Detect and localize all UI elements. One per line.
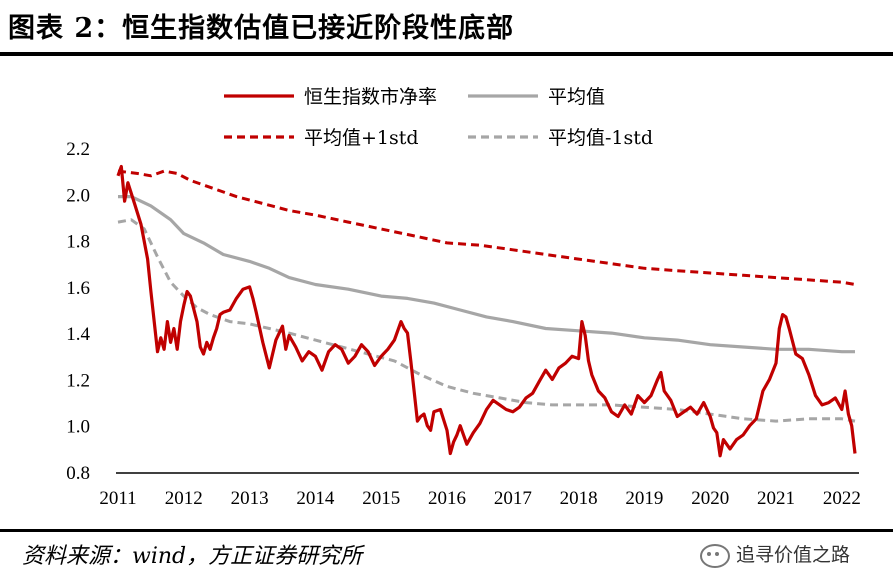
x-tick-label: 2017 (494, 488, 532, 509)
y-tick-label: 0.8 (66, 463, 90, 484)
x-tick-label: 2013 (231, 488, 269, 509)
x-tick-label: 2014 (296, 488, 335, 509)
source-note: 资料来源：wind，方正证券研究所 (22, 544, 363, 569)
title-rule (0, 52, 893, 56)
y-tick-label: 1.8 (66, 232, 90, 253)
legend-label: 平均值 (548, 86, 605, 108)
x-tick-label: 2020 (691, 488, 729, 509)
y-tick-label: 1.4 (66, 324, 90, 345)
series-line (116, 164, 857, 458)
y-tick-label: 2.0 (66, 185, 90, 206)
x-tick-label: 2016 (428, 488, 466, 509)
wechat-icon (700, 543, 730, 568)
y-tick-label: 1.2 (66, 370, 90, 391)
watermark-text: 追寻价值之路 (736, 544, 851, 566)
y-tick-label: 1.6 (66, 278, 90, 299)
ticks-layer: 2011 2012 2013 2014 2015 2016 2017 2018 2019 2020… (66, 139, 861, 509)
series-line (118, 195, 855, 354)
page-title: 图表 2：恒生指数估值已接近阶段性底部 (8, 13, 515, 44)
series-line (117, 169, 856, 286)
legend-label: 平均值-1std (548, 127, 653, 149)
x-tick-label: 2022 (823, 488, 861, 509)
x-tick-label: 2015 (362, 488, 400, 509)
y-tick-label: 1.0 (66, 417, 90, 438)
x-tick-label: 2011 (99, 488, 136, 509)
series-layer (116, 164, 857, 458)
x-tick-label: 2018 (560, 488, 598, 509)
series-line (117, 218, 856, 423)
chart-svg: 2011 2012 2013 2014 2015 2016 2017 2018 2019 2020… (66, 86, 861, 509)
y-tick-label: 2.2 (66, 139, 90, 160)
watermark: 追寻价值之路 (700, 540, 850, 568)
legend-label: 平均值+1std (304, 127, 419, 149)
x-tick-label: 2019 (625, 488, 663, 509)
x-tick-label: 2021 (757, 488, 795, 509)
source-rule (0, 529, 893, 532)
x-tick-label: 2012 (165, 488, 203, 509)
legend-label: 恒生指数市净率 (304, 86, 437, 108)
